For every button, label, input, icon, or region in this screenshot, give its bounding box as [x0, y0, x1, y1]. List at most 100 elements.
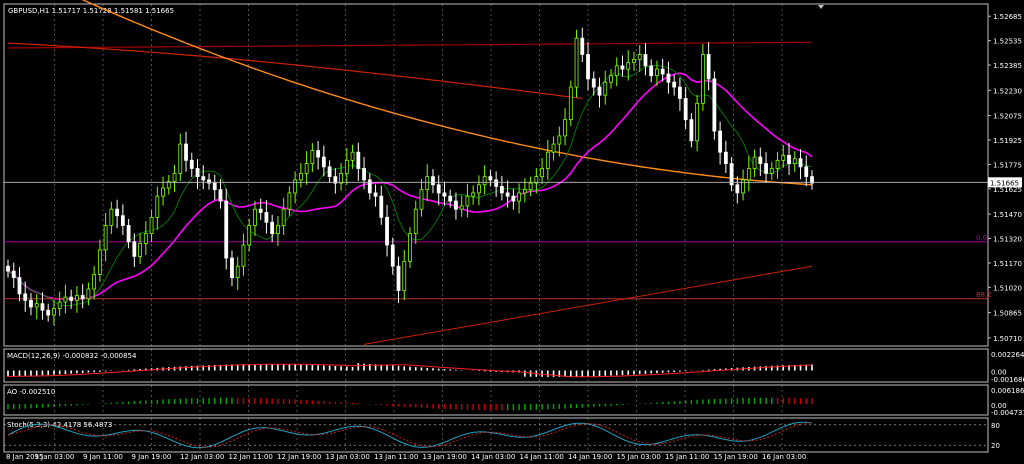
time-axis-label: 12 Jan 19:00: [277, 453, 321, 461]
candle-body: [97, 249, 102, 275]
candle-body: [310, 150, 315, 164]
candle-body: [230, 257, 234, 278]
candle-body: [563, 119, 567, 137]
candle-body: [379, 195, 384, 218]
ao-axis-label: -0.004731: [991, 409, 1024, 417]
candle-body: [195, 168, 200, 178]
candle-body: [511, 195, 516, 202]
candle-body: [281, 208, 286, 226]
candle-body: [316, 150, 321, 158]
candle-body: [304, 163, 309, 174]
time-axis-label: 14 Jan 11:00: [520, 453, 564, 461]
candle-body: [609, 75, 613, 83]
candle-body: [804, 166, 809, 178]
candle-body: [672, 81, 677, 88]
candle-body: [545, 151, 550, 169]
candle-body: [143, 233, 148, 244]
candle-body: [678, 86, 682, 99]
candle-body: [729, 163, 734, 186]
candle-body: [63, 296, 68, 303]
time-axis-label: 15 Jan 19:00: [714, 453, 758, 461]
macd-axis-label: 0.002264: [991, 351, 1024, 359]
red-ma-line: [7, 42, 583, 99]
candle-body: [17, 277, 22, 295]
candle-body: [649, 65, 654, 77]
candle-body: [746, 168, 751, 181]
macd-signal-line: [7, 363, 813, 378]
candle-body: [781, 155, 786, 161]
candle-body: [287, 192, 292, 210]
candle-body: [333, 176, 338, 184]
candle-body: [436, 184, 441, 194]
candle-body: [241, 244, 246, 267]
fib-level-label: 88.2: [976, 291, 992, 299]
candle-body: [752, 156, 757, 169]
candle-body: [810, 176, 814, 184]
candle-body: [373, 192, 378, 197]
candle-body: [103, 225, 108, 251]
candle-body: [534, 176, 539, 184]
candle-body: [465, 195, 470, 207]
candle-body: [276, 225, 280, 235]
candle-body: [775, 159, 780, 169]
time-axis-label: 13 Jan 11:00: [374, 453, 418, 461]
candle-body: [40, 303, 45, 311]
candle-body: [620, 65, 625, 70]
candle-body: [769, 168, 774, 174]
candle-body: [477, 184, 481, 194]
candle-body: [218, 189, 223, 202]
candle-body: [258, 208, 263, 213]
time-axis-label: 9 Jan 11:00: [83, 453, 123, 461]
candle-body: [298, 172, 303, 181]
time-axis-label: 14 Jan 19:00: [568, 453, 612, 461]
main-panel-frame: [3, 3, 989, 347]
candle-body: [86, 288, 91, 300]
candle-body: [551, 143, 556, 153]
candle-body: [448, 195, 453, 202]
candle-body: [632, 58, 636, 64]
candle-body: [80, 295, 85, 300]
time-axis-label: 16 Jan 03:00: [762, 453, 806, 461]
price-axis-label: 1.51625: [993, 186, 1022, 194]
candle-body: [574, 37, 579, 88]
candle-body: [321, 156, 326, 168]
time-axis-label: 8 Jan 2015: [6, 453, 44, 461]
candle-body: [666, 73, 671, 83]
candle-body: [396, 265, 401, 292]
ao-axis-label: 0.006186: [991, 387, 1024, 395]
candle-body: [235, 265, 240, 279]
time-axis-label: 15 Jan 11:00: [665, 453, 709, 461]
candle-body: [741, 179, 745, 194]
candle-body: [327, 166, 332, 178]
candle-body: [402, 260, 407, 292]
stoch-axis-label: 20: [991, 442, 1000, 450]
candle-body: [568, 86, 573, 121]
candle-body: [344, 159, 349, 174]
stoch-main-line: [7, 421, 813, 449]
time-axis-label: 12 Jan 03:00: [180, 453, 224, 461]
candle-body: [69, 296, 74, 301]
candle-body: [201, 176, 206, 181]
candle-body: [586, 54, 590, 80]
candle-body: [356, 151, 361, 169]
candle-body: [367, 179, 372, 194]
candle-body: [178, 143, 183, 174]
candle-body: [643, 54, 648, 67]
candle-body: [339, 172, 343, 184]
time-axis-label: 13 Jan 19:00: [423, 453, 467, 461]
candle-body: [735, 184, 740, 194]
candle-body: [471, 192, 476, 197]
price-axis-label: 1.50710: [993, 335, 1022, 343]
price-axis-label: 1.50865: [993, 310, 1022, 318]
candle-body: [390, 244, 395, 267]
candle-body: [603, 81, 608, 96]
ao-title: AO -0.002510: [7, 388, 55, 396]
candle-body: [350, 151, 355, 161]
green-ma-line: [7, 64, 813, 306]
candle-body: [408, 233, 412, 262]
macd-axis-label: -0.001686: [991, 376, 1024, 384]
price-axis-label: 1.52685: [993, 13, 1022, 21]
candle-body: [431, 176, 435, 186]
price-axis-label: 1.51925: [993, 137, 1022, 145]
